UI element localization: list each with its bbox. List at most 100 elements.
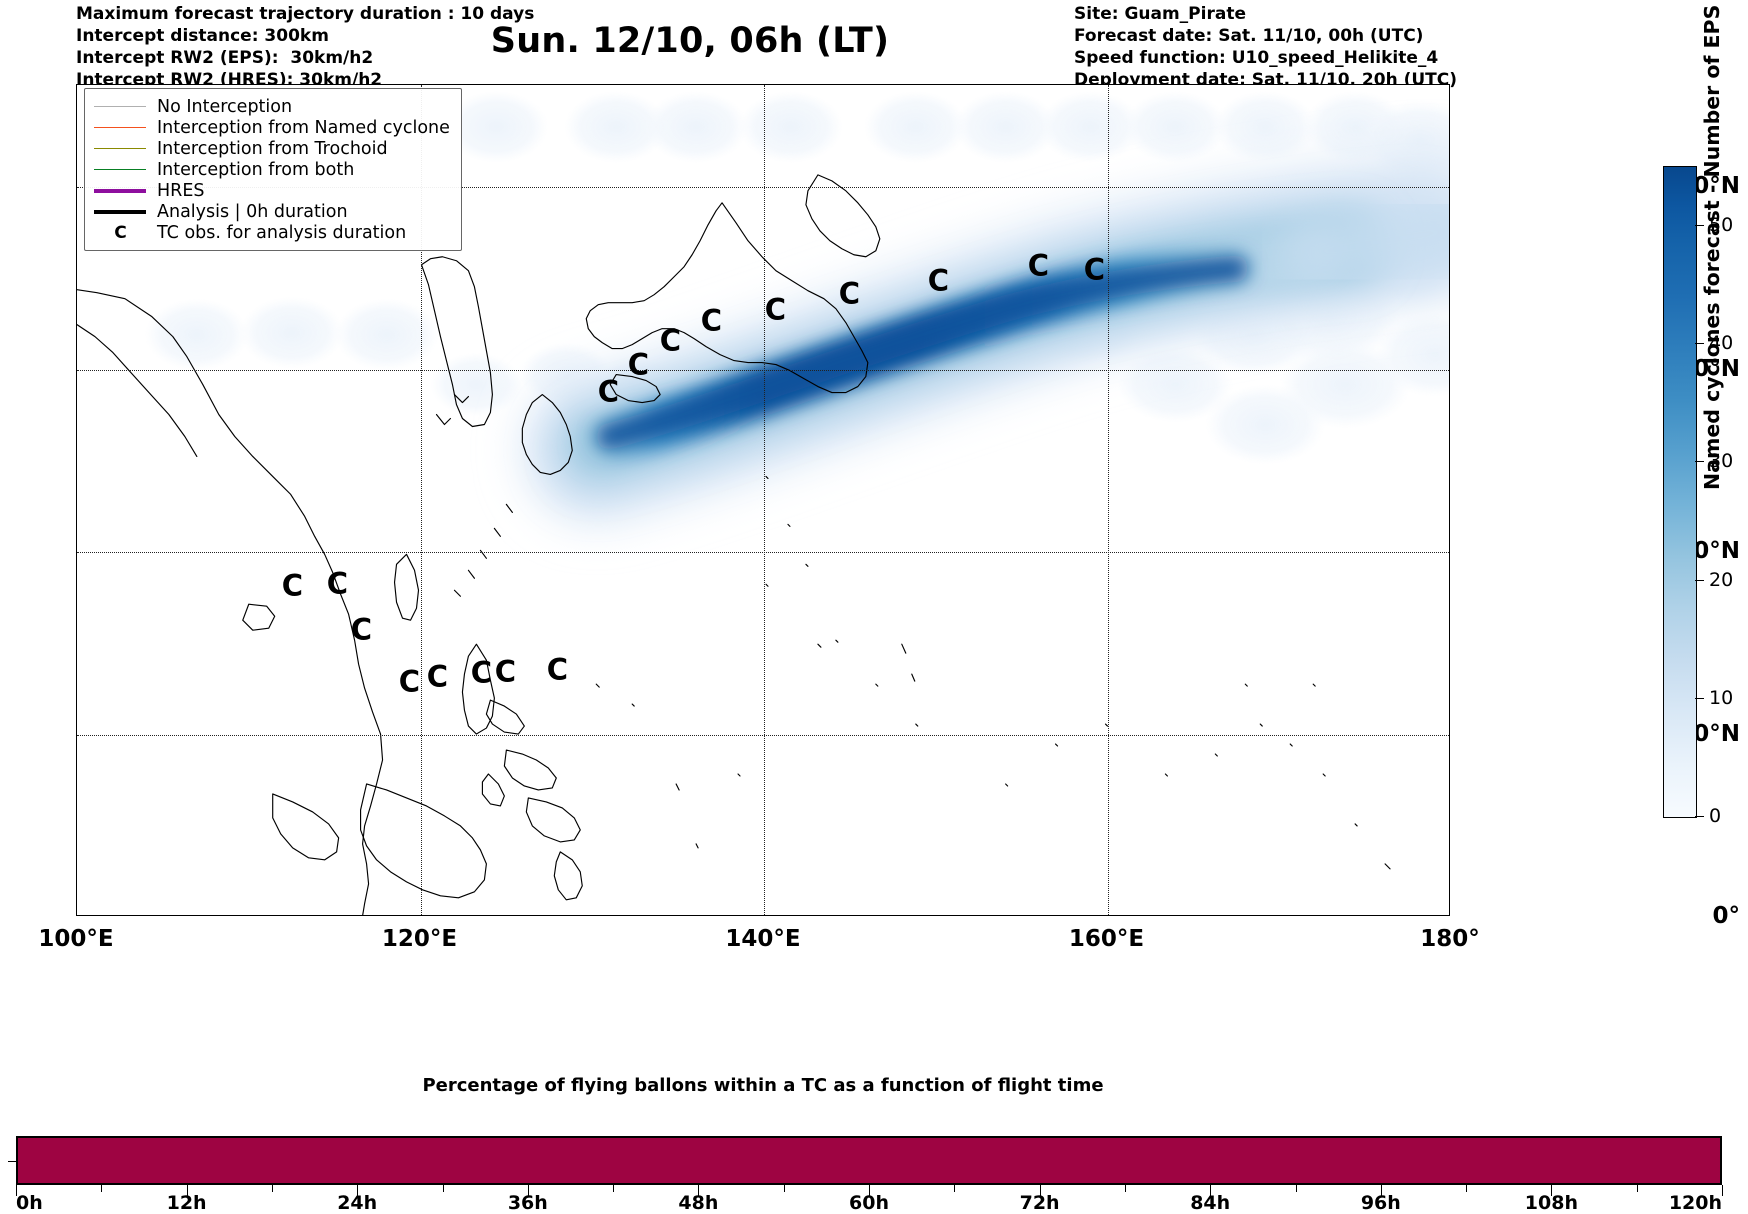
legend-item-label: No Interception (157, 96, 293, 117)
legend-item-3[interactable]: Interception from both (94, 159, 450, 180)
eps-density-heatmap (144, 90, 1449, 525)
legend-item-6[interactable]: Ɔ TC obs. for analysis duration (94, 222, 450, 243)
gridline-lon-160 (1107, 85, 1109, 915)
tc-observation-marker: Ɔ (546, 652, 568, 687)
percentage-bar-axis[interactable] (16, 1136, 1722, 1185)
legend-item-0[interactable]: No Interception (94, 96, 450, 117)
percentage-bar-tick-label-12: 12h (166, 1192, 207, 1214)
legend-item-label: HRES (157, 180, 205, 201)
header-right-info: Site: Guam_Pirate Forecast date: Sat. 11/… (1074, 4, 1457, 92)
tc-observation-marker: Ɔ (838, 276, 860, 311)
legend-item-label: TC obs. for analysis duration (157, 222, 407, 243)
lon-tick-label-160: 160°E (1068, 926, 1145, 952)
tc-observation-marker: Ɔ (1083, 252, 1106, 287)
gridline-lat-10 (77, 734, 1449, 736)
legend-item-label: Interception from both (157, 159, 355, 180)
tc-observation-marker: Ɔ (597, 374, 620, 409)
colorbar-tick-label-20: 20 (1709, 568, 1734, 591)
percentage-bar-minor-tick-30 (442, 1185, 444, 1192)
tc-observation-marker: Ɔ (350, 612, 372, 647)
tc-observation-marker: Ɔ (659, 323, 681, 358)
percentage-bar-tick-120 (1722, 1185, 1723, 1196)
percentage-bar-minor-tick-114 (1636, 1185, 1638, 1192)
legend-swatch-line (94, 169, 146, 170)
legend-item-4[interactable]: HRES (94, 180, 450, 201)
tc-observation-marker: Ɔ (281, 568, 304, 603)
lon-tick-label-120: 120°E (381, 926, 458, 952)
percentage-bar-minor-tick-42 (613, 1185, 615, 1192)
legend-item-2[interactable]: Interception from Trochoid (94, 138, 450, 159)
percentage-bar-minor-tick-54 (783, 1185, 785, 1192)
percentage-bar-tick-48 (698, 1185, 700, 1196)
percentage-bar-tick-label-96: 96h (1360, 1192, 1401, 1214)
tc-observation-marker: Ɔ (626, 347, 649, 382)
percentage-bar-minor-tick-18 (271, 1185, 273, 1192)
header-right-line-1: Forecast date: Sat. 11/10, 00h (UTC) (1074, 25, 1424, 46)
colorbar-title: Named cyclones forecast - Number of EPS … (1700, 0, 1724, 490)
colorbar-tick-0 (1695, 816, 1704, 817)
percentage-bar-tick-label-0: 0h (16, 1192, 43, 1214)
colorbar-tick-50 (1695, 225, 1704, 227)
tc-observation-marker: Ɔ (398, 664, 420, 699)
percentage-bar-tick-label-60: 60h (849, 1192, 889, 1214)
percentage-bar-tick-label-120: 120h (1668, 1192, 1722, 1214)
legend-item-1[interactable]: Interception from Named cyclone (94, 117, 450, 138)
legend-item-5[interactable]: Analysis | 0h duration (94, 201, 450, 222)
colorbar-tick-label-40: 40 (1709, 332, 1734, 355)
tc-observation-marker: Ɔ (326, 566, 348, 601)
legend-swatch-line (94, 127, 146, 128)
header-left-info: Maximum forecast trajectory duration : 1… (76, 4, 534, 92)
legend-item-label: Analysis | 0h duration (157, 201, 348, 222)
tc-observation-marker: Ɔ (470, 655, 492, 690)
header-right-line-0: Site: Guam_Pirate (1074, 4, 1246, 24)
colorbar-tick-label-50: 50 (1709, 214, 1734, 237)
header-right-line-2: Speed function: U10_speed_Helikite_4 (1074, 47, 1439, 68)
legend-swatch-line (94, 106, 146, 107)
legend-swatch-line (94, 148, 146, 149)
tc-observation-marker: Ɔ (764, 292, 786, 327)
lat-tick-label-0: 0° (1712, 903, 1740, 929)
percentage-bar-tick-label-36: 36h (507, 1192, 548, 1214)
colorbar-tick-label-0: 0 (1709, 805, 1722, 827)
colorbar-tick-label-30: 30 (1709, 450, 1734, 473)
gridline-lat-30 (77, 369, 1449, 371)
percentage-bar-title: Percentage of flying ballons within a TC… (422, 1075, 1104, 1096)
colorbar-tick-40 (1695, 343, 1704, 345)
percentage-bar-tick-0 (16, 1185, 17, 1196)
header-left-line-2: Intercept RW2 (EPS): 30km/h2 (76, 47, 374, 68)
tc-observation-marker: Ɔ (927, 263, 949, 298)
tc-observation-marker: Ɔ (1027, 248, 1049, 283)
legend-swatch-line (94, 188, 146, 193)
colorbar (1663, 166, 1697, 818)
gridline-lat-20 (77, 552, 1449, 554)
tc-observation-marker: Ɔ (494, 654, 517, 688)
colorbar-tick-label-10: 10 (1709, 686, 1734, 709)
tc-observation-marker: Ɔ (426, 659, 448, 694)
coastline-layer (77, 174, 1391, 915)
percentage-bar-minor-tick-102 (1466, 1185, 1468, 1192)
percentage-bar-fill (18, 1138, 1720, 1183)
tc-observation-marker: Ɔ (700, 303, 723, 338)
percentage-bar-tick-108 (1551, 1185, 1553, 1196)
colorbar-tick-30 (1695, 461, 1704, 463)
map-plot-area[interactable] (76, 84, 1450, 916)
page-title: Sun. 12/10, 06h (LT) (490, 21, 890, 61)
percentage-bar-tick-60 (869, 1185, 870, 1196)
percentage-bar-tick-36 (527, 1185, 529, 1196)
lon-tick-label-180: 180° (1420, 926, 1480, 952)
percentage-bar-minor-tick-66 (954, 1185, 956, 1192)
map-legend[interactable]: No Interception Interception from Named c… (84, 88, 462, 251)
percentage-bar-minor-tick-78 (1124, 1185, 1126, 1192)
percentage-bar-tick-84 (1210, 1185, 1212, 1196)
colorbar-tick-20 (1695, 579, 1704, 581)
gridline-lat-40 (77, 187, 1449, 189)
percentage-bar-tick-label-72: 72h (1019, 1192, 1060, 1214)
colorbar-tick-10 (1695, 697, 1704, 699)
percentage-bar-tick-label-24: 24h (337, 1192, 378, 1214)
gridline-lon-140 (764, 85, 765, 915)
legend-swatch-line (94, 209, 146, 214)
percentage-bar-minor-tick-90 (1295, 1185, 1297, 1192)
legend-tc-marker-icon: Ɔ (113, 222, 127, 243)
legend-item-label: Interception from Trochoid (157, 138, 388, 159)
percentage-bar-tick-72 (1039, 1185, 1041, 1196)
